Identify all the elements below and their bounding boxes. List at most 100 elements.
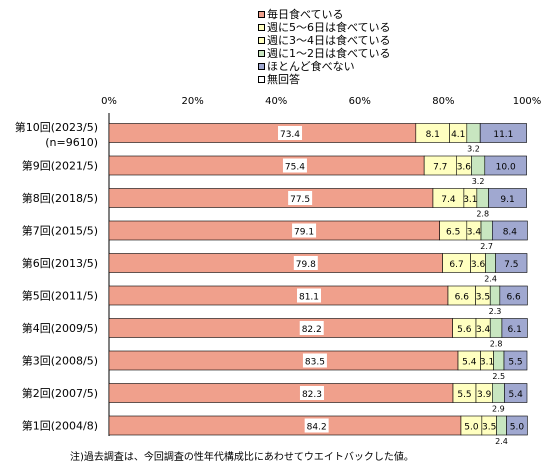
x-tick-label: 40% [265, 96, 287, 107]
bar-segment [108, 220, 440, 241]
bar-segment [108, 123, 417, 143]
bar-segment [489, 318, 503, 338]
data-label: 5.4 [509, 390, 524, 400]
data-label-bg [297, 288, 322, 303]
bar-segment [492, 383, 505, 403]
data-label: 79.1 [294, 228, 314, 238]
legend-swatch [258, 24, 265, 31]
bar-segment [108, 383, 454, 403]
bar-segment [480, 220, 493, 241]
data-label: 7.4 [441, 195, 456, 205]
data-label-bg [292, 223, 317, 238]
bar-segment [504, 383, 528, 403]
data-label-bg [299, 386, 324, 400]
data-label: 3.5 [476, 293, 490, 303]
legend-label: 毎日食べている [267, 8, 344, 21]
legend-item-every-day: 毎日食べている [258, 8, 391, 21]
legend-swatch [258, 37, 265, 44]
data-label: 3.1 [463, 195, 477, 205]
data-label: 11.1 [493, 130, 513, 140]
data-label: 77.5 [290, 195, 310, 205]
data-label: 2.3 [489, 307, 502, 316]
bar-segment [108, 155, 425, 176]
data-label: 3.6 [471, 260, 486, 270]
bar-segment [108, 350, 459, 371]
bar-segment [108, 253, 443, 273]
category-label: 第9回(2021/5) [22, 159, 98, 173]
data-label-bg [282, 158, 307, 173]
data-label: 6.6 [506, 293, 521, 303]
x-tick-label: 0% [101, 96, 117, 107]
data-label: 9.1 [500, 195, 514, 205]
x-tick-label: 100% [513, 96, 542, 107]
data-label: 73.4 [280, 130, 300, 140]
legend-label: ほとんど食べない [267, 60, 355, 73]
data-label: 2.8 [476, 210, 489, 219]
bar-segment [476, 188, 489, 208]
data-label: 8.1 [426, 130, 440, 140]
legend-item-5-6-days: 週に5～6日は食べている [258, 21, 391, 34]
data-label: 2.9 [492, 405, 505, 414]
data-label: 6.1 [508, 325, 522, 335]
data-label: 2.8 [490, 340, 503, 349]
data-label: 6.7 [449, 260, 463, 270]
legend-swatch [258, 50, 265, 57]
data-label: 75.4 [285, 163, 305, 173]
bar-segment [466, 123, 481, 143]
legend-label: 週に1～2日は食べている [267, 47, 391, 60]
data-label: 10.0 [496, 163, 516, 173]
category-label: 第2回(2007/5) [22, 386, 98, 400]
data-label: 3.1 [480, 358, 494, 368]
category-label: 第8回(2018/5) [22, 191, 98, 205]
data-label: 5.0 [510, 423, 525, 433]
data-label: 5.5 [508, 358, 522, 368]
category-sublabel: (n=9610) [45, 136, 98, 149]
data-label: 7.7 [433, 163, 447, 173]
data-label: 5.6 [457, 325, 472, 335]
legend-item-1-2-days: 週に1～2日は食べている [258, 47, 391, 60]
bar-segment [496, 415, 507, 436]
bar-segment [108, 188, 434, 208]
data-label: 4.1 [451, 130, 465, 140]
category-label: 第6回(2013/5) [22, 256, 98, 270]
data-label: 6.5 [446, 228, 460, 238]
data-label: 7.5 [504, 260, 518, 270]
bar-segment [489, 285, 501, 306]
x-tick-label: 60% [349, 96, 371, 107]
bar-segment [485, 253, 496, 273]
legend-swatch [258, 76, 265, 83]
data-label: 3.5 [482, 423, 496, 433]
bar-segment [108, 415, 462, 436]
data-label-bg [304, 418, 329, 433]
bar-segment [479, 123, 527, 143]
data-label-bg [278, 126, 303, 140]
data-label: 82.3 [302, 390, 322, 400]
data-label: 79.8 [296, 260, 316, 270]
data-label: 84.2 [307, 423, 327, 433]
data-label: 3.9 [477, 390, 492, 400]
legend-item-no-answer: 無回答 [258, 73, 391, 86]
x-tick-label: 20% [181, 96, 203, 107]
data-label: 6.6 [455, 293, 470, 303]
legend-label: 週に5～6日は食べている [267, 21, 391, 34]
category-label: 第1回(2004/8) [22, 419, 98, 433]
data-label: 5.5 [457, 390, 471, 400]
data-label-bg [288, 191, 313, 205]
data-label: 3.2 [472, 177, 485, 186]
bar-segment [495, 253, 528, 273]
data-label: 2.7 [480, 242, 493, 251]
category-label: 第10回(2023/5) [15, 120, 98, 134]
data-label-bg [302, 353, 327, 368]
bar-segment [492, 220, 528, 241]
bar-segment [501, 318, 528, 338]
data-label: 81.1 [299, 293, 319, 303]
footnote: 注)過去調査は、今回調査の性年代構成比にあわせてウエイトバックした値。 [70, 452, 414, 463]
data-label: 5.0 [464, 423, 479, 433]
bar-segment [484, 155, 527, 176]
bar-segment [108, 318, 453, 338]
legend-item-rarely: ほとんど食べない [258, 60, 391, 73]
data-label-bg [299, 321, 324, 335]
bar-segment [499, 285, 528, 306]
legend: 毎日食べている 週に5～6日は食べている 週に3～4日は食べている 週に1～2日… [258, 8, 391, 86]
